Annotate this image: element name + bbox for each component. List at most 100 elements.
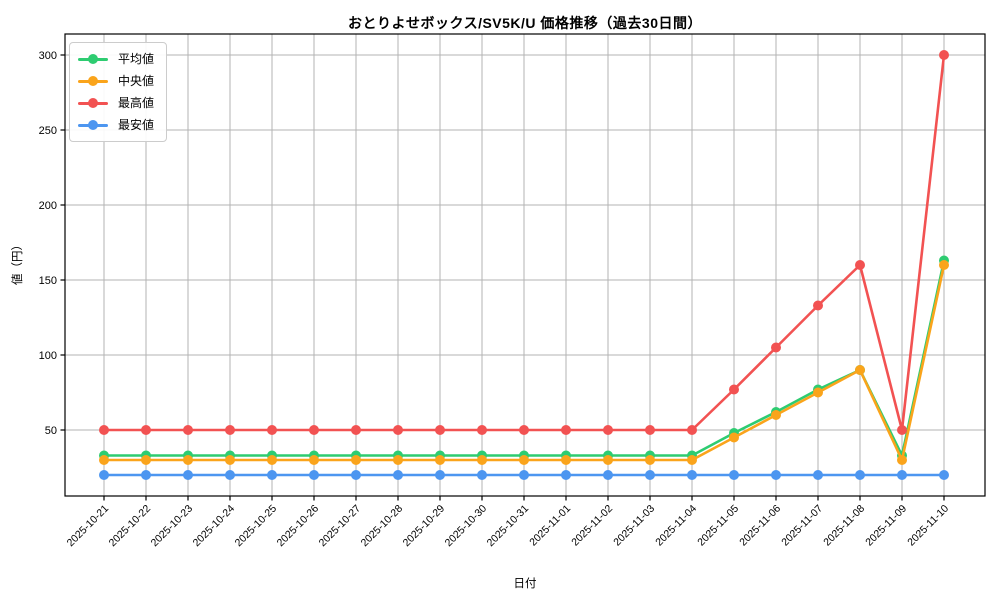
y-tick-label: 300 (39, 50, 57, 62)
data-point-min (477, 470, 487, 480)
data-point-max (729, 384, 739, 395)
data-point-max (519, 425, 529, 435)
data-point-min (813, 470, 823, 480)
y-tick-label: 200 (39, 200, 57, 212)
data-point-max (351, 425, 361, 435)
data-point-median (855, 365, 865, 375)
data-point-max (309, 425, 319, 435)
y-tick-label: 100 (39, 350, 57, 362)
x-tick-label: 2025-11-05 (695, 503, 741, 549)
data-point-min (435, 470, 445, 480)
series-median (99, 260, 949, 465)
legend-marker-icon (78, 76, 108, 86)
data-point-min (855, 470, 865, 480)
data-point-median (561, 455, 571, 465)
data-point-median (267, 455, 277, 465)
x-tick-label: 2025-10-30 (443, 503, 490, 550)
data-point-median (897, 455, 907, 465)
data-point-min (309, 470, 319, 480)
data-point-min (939, 470, 949, 480)
data-point-max (183, 425, 193, 435)
x-tick-label: 2025-11-08 (821, 503, 867, 549)
data-point-median (393, 455, 403, 465)
legend-item-min: 最安値 (78, 114, 154, 136)
data-point-max (267, 425, 277, 435)
data-point-max (561, 425, 571, 435)
legend: 平均値中央値最高値最安値 (69, 42, 168, 142)
x-tick-label: 2025-10-23 (149, 503, 196, 550)
legend-item-max: 最高値 (78, 92, 154, 114)
data-point-max (939, 50, 949, 60)
data-point-min (645, 470, 655, 480)
data-point-median (309, 455, 319, 465)
data-point-max (855, 260, 865, 270)
data-point-max (477, 425, 487, 435)
data-point-min (561, 470, 571, 480)
data-point-min (519, 470, 529, 480)
x-tick-label: 2025-11-04 (653, 503, 699, 549)
series-max (99, 50, 949, 435)
x-tick-label: 2025-10-27 (317, 503, 364, 550)
data-point-min (687, 470, 697, 480)
data-point-median (687, 455, 697, 465)
data-point-min (141, 470, 151, 480)
data-point-min (771, 470, 781, 480)
legend-marker-icon (78, 98, 108, 108)
data-point-max (225, 425, 235, 435)
x-tick-label: 2025-10-21 (65, 503, 112, 550)
x-tick-label: 2025-10-26 (275, 503, 322, 550)
data-point-min (183, 470, 193, 480)
legend-item-average: 平均値 (78, 48, 154, 70)
data-point-max (141, 425, 151, 435)
data-point-median (645, 455, 655, 465)
data-point-max (603, 425, 613, 435)
data-point-min (99, 470, 109, 480)
data-point-max (771, 342, 781, 353)
x-tick-label: 2025-11-07 (779, 503, 825, 549)
data-point-min (729, 470, 739, 480)
x-tick-label: 2025-11-03 (611, 503, 657, 549)
x-axis-label: 日付 (513, 578, 537, 590)
legend-marker-icon (78, 54, 108, 64)
data-point-max (645, 425, 655, 435)
legend-label: 最高値 (118, 96, 155, 110)
data-point-median (729, 432, 739, 443)
x-tick-label: 2025-10-28 (359, 503, 406, 550)
data-point-median (183, 455, 193, 465)
data-point-max (813, 300, 823, 311)
y-axis-label: 値（円） (12, 239, 24, 285)
axes-spines (64, 33, 986, 497)
y-tick-label: 50 (45, 425, 57, 437)
chart-title: おとりよせボックス/SV5K/U 価格推移（過去30日間） (347, 15, 702, 31)
x-tick-label: 2025-10-22 (107, 503, 154, 550)
data-point-median (477, 455, 487, 465)
legend-label: 最安値 (118, 118, 155, 132)
data-point-max (687, 425, 697, 435)
series-min (99, 470, 949, 480)
x-tick-label: 2025-11-09 (863, 503, 909, 549)
data-point-min (225, 470, 235, 480)
data-point-median (99, 455, 109, 465)
data-point-min (267, 470, 277, 480)
legend-label: 中央値 (118, 74, 155, 88)
data-point-max (897, 425, 907, 435)
data-point-median (813, 387, 823, 398)
data-point-max (435, 425, 445, 435)
data-point-min (603, 470, 613, 480)
x-tick-label: 2025-11-10 (905, 503, 951, 549)
y-tick-label: 250 (39, 125, 57, 137)
x-tick-label: 2025-11-02 (569, 503, 615, 549)
x-tick-label: 2025-10-25 (233, 503, 280, 550)
data-point-median (141, 455, 151, 465)
data-point-median (435, 455, 445, 465)
data-point-min (393, 470, 403, 480)
y-tick-label: 150 (39, 275, 57, 287)
data-point-median (771, 410, 781, 420)
legend-label: 平均値 (118, 52, 155, 66)
x-tick-label: 2025-11-01 (527, 503, 573, 549)
legend-marker-icon (78, 120, 108, 130)
data-point-min (351, 470, 361, 480)
data-point-min (897, 470, 907, 480)
